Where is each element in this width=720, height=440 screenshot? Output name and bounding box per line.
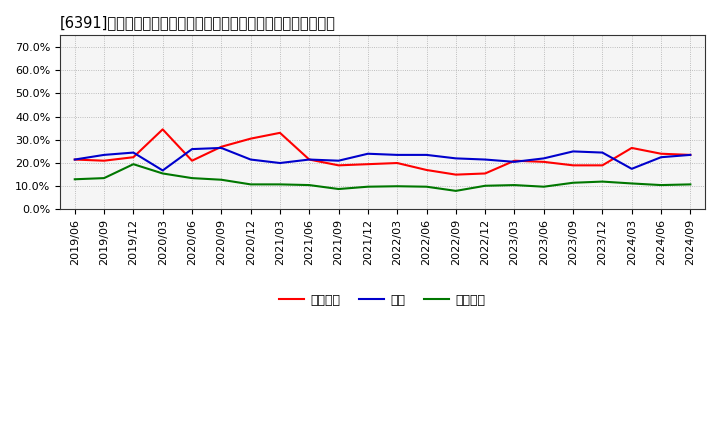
在庫 <box>305 157 314 162</box>
Legend: 売上偉権, 在庫, 買入偉務: 売上偉権, 在庫, 買入偉務 <box>274 289 490 312</box>
買入偉務 <box>364 184 372 189</box>
Line: 買入偉務: 買入偉務 <box>75 164 690 191</box>
買入偉務 <box>158 171 167 176</box>
売上偉権 <box>686 152 695 158</box>
買入偉務 <box>451 188 460 194</box>
在庫 <box>598 150 607 155</box>
在庫 <box>217 145 225 150</box>
買入偉務 <box>569 180 577 185</box>
在庫 <box>481 157 490 162</box>
買入偉務 <box>71 176 79 182</box>
Text: [6391]　売上偉権、在庫、買入偉務の総資産に対する比率の推移: [6391] 売上偉権、在庫、買入偉務の総資産に対する比率の推移 <box>60 15 336 30</box>
売上偉権 <box>129 154 138 160</box>
買入偉務 <box>217 177 225 182</box>
在庫 <box>71 157 79 162</box>
売上偉権 <box>364 161 372 167</box>
売上偉権 <box>539 159 548 165</box>
在庫 <box>100 152 109 158</box>
在庫 <box>364 151 372 156</box>
在庫 <box>686 152 695 158</box>
在庫 <box>627 166 636 172</box>
売上偉権 <box>510 158 519 163</box>
買入偉務 <box>276 182 284 187</box>
在庫 <box>510 159 519 165</box>
買入偉務 <box>100 176 109 181</box>
在庫 <box>422 152 431 158</box>
買入偉務 <box>686 182 695 187</box>
買入偉務 <box>129 161 138 167</box>
売上偉権 <box>451 172 460 177</box>
売上偉権 <box>246 136 255 141</box>
買入偉務 <box>246 182 255 187</box>
在庫 <box>393 152 402 158</box>
在庫 <box>129 150 138 155</box>
売上偉権 <box>627 145 636 150</box>
Line: 在庫: 在庫 <box>75 148 690 170</box>
在庫 <box>334 158 343 163</box>
買入偉務 <box>627 181 636 186</box>
売上偉権 <box>305 157 314 162</box>
Line: 売上偉権: 売上偉権 <box>75 129 690 175</box>
売上偉権 <box>393 161 402 166</box>
買入偉務 <box>334 187 343 192</box>
買入偉務 <box>481 183 490 188</box>
在庫 <box>188 147 197 152</box>
在庫 <box>158 168 167 173</box>
在庫 <box>451 156 460 161</box>
買入偉務 <box>598 179 607 184</box>
買入偉務 <box>539 184 548 189</box>
在庫 <box>569 149 577 154</box>
売上偉権 <box>569 163 577 168</box>
在庫 <box>657 154 665 160</box>
売上偉権 <box>71 157 79 162</box>
買入偉務 <box>305 183 314 188</box>
売上偉権 <box>657 151 665 156</box>
売上偉権 <box>334 163 343 168</box>
買入偉務 <box>393 183 402 189</box>
在庫 <box>246 157 255 162</box>
買入偉務 <box>188 176 197 181</box>
売上偉権 <box>481 171 490 176</box>
在庫 <box>276 161 284 166</box>
売上偉権 <box>100 158 109 163</box>
買入偉務 <box>422 184 431 189</box>
買入偉務 <box>510 183 519 188</box>
売上偉権 <box>276 130 284 136</box>
在庫 <box>539 156 548 161</box>
買入偉務 <box>657 183 665 188</box>
売上偉権 <box>598 163 607 168</box>
売上偉権 <box>188 158 197 163</box>
売上偉権 <box>158 127 167 132</box>
売上偉権 <box>422 167 431 172</box>
売上偉権 <box>217 144 225 150</box>
